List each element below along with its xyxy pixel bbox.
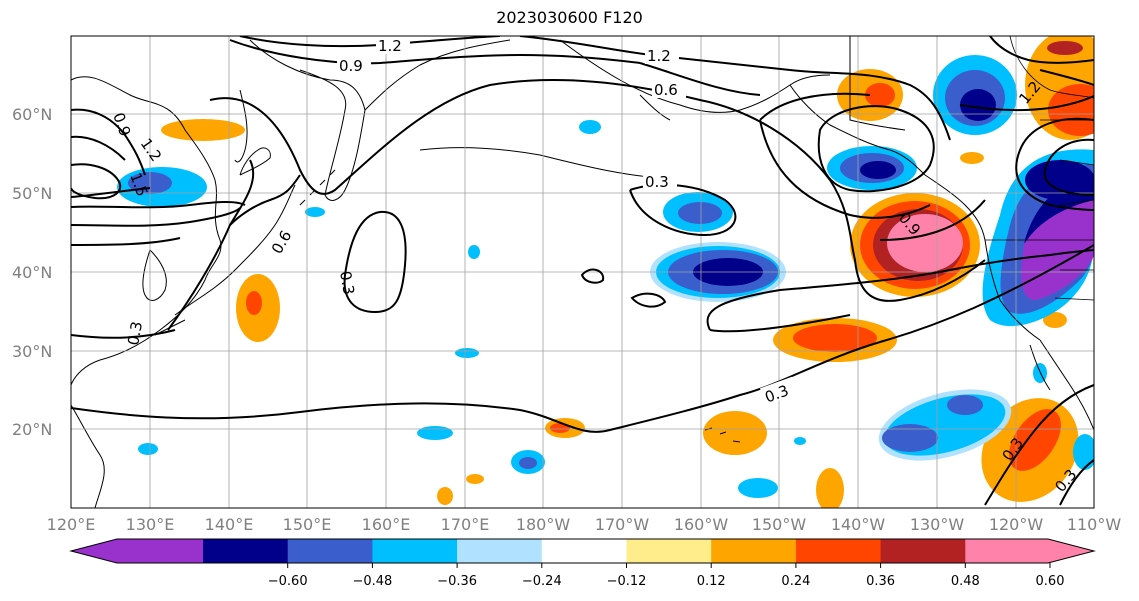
lon-label: 150°E — [283, 515, 332, 534]
colorbar-tick-label: −0.24 — [522, 574, 562, 589]
colorbar-segment — [372, 539, 458, 563]
colorbar-tick-label: 0.36 — [866, 574, 895, 589]
contour-label: 1.2 — [378, 37, 402, 55]
lon-label: 150°W — [752, 515, 807, 534]
colorbar-tick-label: 0.60 — [1036, 574, 1065, 589]
lat-label: 20°N — [12, 420, 52, 439]
colorbar-ticks: −0.60 −0.48 −0.36 −0.24 −0.12 0.12 0.24 0.36 0.4… — [268, 563, 1065, 589]
lon-label: 120°E — [47, 515, 96, 534]
lon-label: 140°W — [831, 515, 886, 534]
lat-label: 40°N — [12, 263, 52, 282]
contour-label: 0.9 — [339, 57, 363, 75]
lon-label: 140°E — [205, 515, 254, 534]
colorbar-segment — [965, 539, 1094, 563]
colorbar-tick-label: 0.48 — [951, 574, 980, 589]
colorbar-tick-label: 0.24 — [781, 574, 810, 589]
colorbar: −0.60 −0.48 −0.36 −0.24 −0.12 0.12 0.24 0.36 0.4… — [69, 538, 1096, 589]
lon-label: 180°W — [516, 515, 571, 534]
colorbar-segment — [287, 539, 373, 563]
lat-label: 30°N — [12, 342, 52, 361]
contour-label: 0.3 — [645, 173, 669, 191]
colorbar-segment — [626, 539, 712, 563]
longitude-labels: 120°E 130°E 140°E 150°E 160°E 170°E 180°… — [47, 515, 1122, 534]
latitude-labels: 60°N 50°N 40°N 30°N 20°N — [12, 105, 52, 439]
map-frame — [70, 35, 1095, 509]
lon-label: 110°W — [1067, 515, 1122, 534]
lat-label: 60°N — [12, 105, 52, 124]
colorbar-segments — [71, 539, 1094, 563]
colorbar-tick-label: −0.36 — [437, 574, 477, 589]
colorbar-segment — [795, 539, 882, 563]
lon-label: 160°W — [674, 515, 729, 534]
map-plot-area: 1.2 0.9 1.2 0.6 0.9 1.2 1.5 0.3 0.9 0.6 … — [71, 36, 1094, 508]
colorbar-tick-label: −0.48 — [352, 574, 392, 589]
colorbar-outline — [69, 538, 1096, 564]
lon-label: 170°E — [441, 515, 490, 534]
lon-label: 170°W — [595, 515, 650, 534]
lat-label: 50°N — [12, 184, 52, 203]
colorbar-segment — [541, 539, 627, 563]
colorbar-tick-label: −0.12 — [607, 574, 647, 589]
colorbar-tick-label: 0.12 — [697, 574, 726, 589]
colorbar-segment — [71, 539, 203, 563]
contour-label: 0.3 — [336, 270, 358, 297]
contour-label: 0.3 — [124, 320, 146, 347]
colorbar-segment — [880, 539, 966, 563]
colorbar-segment — [203, 539, 289, 563]
colorbar-segment — [457, 539, 543, 563]
lon-label: 120°W — [989, 515, 1044, 534]
colorbar-tick-label: −0.60 — [268, 574, 308, 589]
lon-label: 130°W — [910, 515, 965, 534]
map-title: 2023030600 F120 — [496, 8, 643, 27]
lon-label: 130°E — [126, 515, 175, 534]
coastlines — [71, 36, 1094, 508]
colorbar-segment — [711, 539, 797, 563]
lon-label: 160°E — [362, 515, 411, 534]
contour-label: 1.2 — [647, 47, 671, 65]
contour-label: 0.6 — [654, 81, 678, 99]
contour-lines — [71, 36, 1094, 506]
